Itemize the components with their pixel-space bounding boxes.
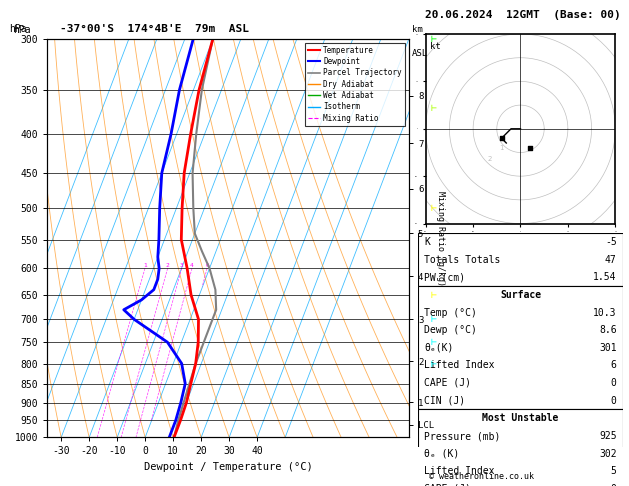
Bar bbox=[418, 286, 623, 409]
Text: 2: 2 bbox=[488, 156, 493, 162]
Text: 8.6: 8.6 bbox=[599, 325, 616, 335]
Text: 1: 1 bbox=[143, 263, 147, 268]
Text: ⊢: ⊢ bbox=[431, 314, 437, 324]
Text: ASL: ASL bbox=[412, 49, 428, 58]
Text: -5: -5 bbox=[605, 237, 616, 247]
Text: hPa: hPa bbox=[9, 24, 27, 34]
Text: 2: 2 bbox=[166, 263, 170, 268]
Text: ⊢: ⊢ bbox=[431, 337, 437, 347]
Text: ⊢: ⊢ bbox=[431, 104, 437, 113]
Text: 0: 0 bbox=[611, 378, 616, 388]
Text: ⊢: ⊢ bbox=[431, 34, 437, 44]
Text: 301: 301 bbox=[599, 343, 616, 353]
Text: K: K bbox=[425, 237, 430, 247]
Text: Dewp (°C): Dewp (°C) bbox=[425, 325, 477, 335]
Y-axis label: Mixing Ratio (g/kg): Mixing Ratio (g/kg) bbox=[436, 191, 445, 286]
Bar bbox=[418, 409, 623, 486]
Text: θₑ(K): θₑ(K) bbox=[425, 343, 454, 353]
Text: 6: 6 bbox=[205, 263, 209, 268]
Text: -37°00'S  174°4B'E  79m  ASL: -37°00'S 174°4B'E 79m ASL bbox=[60, 24, 248, 34]
Text: Totals Totals: Totals Totals bbox=[425, 255, 501, 264]
Legend: Temperature, Dewpoint, Parcel Trajectory, Dry Adiabat, Wet Adiabat, Isotherm, Mi: Temperature, Dewpoint, Parcel Trajectory… bbox=[305, 43, 405, 125]
Text: Lifted Index: Lifted Index bbox=[425, 466, 495, 476]
Text: 0: 0 bbox=[611, 484, 616, 486]
Text: CIN (J): CIN (J) bbox=[425, 396, 465, 405]
Text: Lifted Index: Lifted Index bbox=[425, 361, 495, 370]
Text: 47: 47 bbox=[605, 255, 616, 264]
Point bbox=[525, 144, 535, 152]
Text: kt: kt bbox=[430, 42, 440, 51]
Text: 1.54: 1.54 bbox=[593, 272, 616, 282]
Text: 302: 302 bbox=[599, 449, 616, 459]
Text: ⊢: ⊢ bbox=[431, 359, 437, 368]
Bar bbox=[418, 233, 623, 286]
Y-axis label: hPa: hPa bbox=[13, 25, 31, 35]
Text: ⊢: ⊢ bbox=[431, 203, 437, 213]
Text: CAPE (J): CAPE (J) bbox=[425, 378, 471, 388]
Text: 1: 1 bbox=[499, 145, 504, 151]
Text: ⊢: ⊢ bbox=[431, 290, 437, 300]
Text: 5: 5 bbox=[611, 466, 616, 476]
Text: 10.3: 10.3 bbox=[593, 308, 616, 318]
Text: 20.06.2024  12GMT  (Base: 00): 20.06.2024 12GMT (Base: 00) bbox=[425, 10, 620, 20]
Text: Surface: Surface bbox=[500, 290, 541, 300]
Point bbox=[496, 134, 506, 142]
Text: CAPE (J): CAPE (J) bbox=[425, 484, 471, 486]
Text: 925: 925 bbox=[599, 431, 616, 441]
Text: θₑ (K): θₑ (K) bbox=[425, 449, 460, 459]
Text: 0: 0 bbox=[611, 396, 616, 405]
Text: Temp (°C): Temp (°C) bbox=[425, 308, 477, 318]
Text: 6: 6 bbox=[611, 361, 616, 370]
Text: Pressure (mb): Pressure (mb) bbox=[425, 431, 501, 441]
Text: Most Unstable: Most Unstable bbox=[482, 414, 559, 423]
X-axis label: Dewpoint / Temperature (°C): Dewpoint / Temperature (°C) bbox=[143, 462, 313, 472]
Text: © weatheronline.co.uk: © weatheronline.co.uk bbox=[428, 472, 533, 481]
Text: km: km bbox=[412, 25, 423, 34]
Text: 4: 4 bbox=[190, 263, 194, 268]
Text: 3: 3 bbox=[180, 263, 184, 268]
Text: PW (cm): PW (cm) bbox=[425, 272, 465, 282]
